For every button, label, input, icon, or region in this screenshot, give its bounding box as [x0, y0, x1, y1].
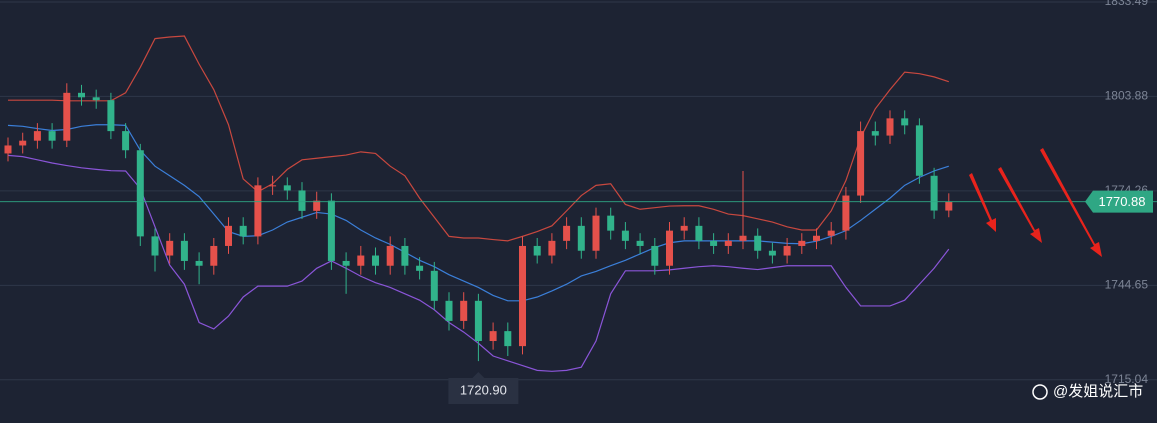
candle-body	[313, 200, 321, 211]
candle-body	[915, 125, 923, 176]
candle-body	[460, 300, 468, 321]
candle-body	[386, 245, 394, 266]
arrow	[1040, 148, 1102, 257]
candle-body	[827, 230, 835, 236]
candle-body	[180, 240, 188, 261]
candle-body	[533, 245, 541, 256]
candle-body	[445, 300, 453, 321]
band-line	[7, 124, 949, 302]
candle-body	[901, 118, 909, 126]
y-tick-label: 1744.65	[1105, 278, 1149, 292]
candle-body	[842, 195, 850, 231]
candle-body	[680, 225, 688, 231]
candle-body	[19, 140, 27, 146]
candle-body	[48, 131, 56, 141]
candle-body	[666, 230, 673, 266]
candle-body	[298, 190, 306, 211]
candle-body	[577, 225, 585, 251]
low-marker-box	[448, 372, 519, 404]
candle-body	[754, 235, 762, 251]
last-price-label: 1770.88	[1099, 194, 1146, 209]
candle-body	[651, 245, 659, 266]
candle-body	[283, 185, 291, 191]
candle-body	[695, 225, 703, 241]
candle-body	[548, 240, 556, 256]
watermark-icon	[1032, 384, 1048, 400]
candle-body	[768, 250, 776, 256]
candle-body	[930, 175, 938, 211]
candle-body	[563, 225, 571, 241]
candle-body	[78, 92, 85, 98]
y-tick-label: 1715.04	[1105, 372, 1149, 386]
candle-body	[724, 240, 732, 246]
candle-body	[857, 131, 865, 196]
candle-body	[813, 235, 820, 241]
candle-body	[710, 240, 718, 246]
candle-body	[166, 240, 174, 256]
last-price-tag	[1085, 190, 1153, 213]
candle-body	[871, 131, 879, 136]
candle-body	[225, 225, 232, 246]
candle-body	[430, 270, 438, 301]
candle-body	[107, 100, 115, 132]
candle-body	[519, 245, 526, 347]
candle-body	[151, 236, 159, 256]
candle-body	[210, 245, 218, 266]
candle-body	[416, 265, 424, 271]
candle-body	[504, 331, 512, 347]
watermark-text: @发姐说汇市	[1053, 383, 1143, 400]
candle-body	[783, 245, 791, 256]
candle-body	[474, 300, 482, 342]
y-tick-label: 1803.88	[1105, 89, 1149, 103]
candle-body	[372, 255, 379, 266]
candle-body	[4, 145, 12, 154]
band-line	[8, 35, 949, 242]
candle-body	[636, 240, 644, 246]
candle-body	[195, 260, 203, 266]
candle-body	[269, 185, 277, 187]
candle-body	[342, 260, 350, 266]
candle-body	[33, 131, 41, 141]
candle-body	[621, 230, 629, 241]
arrow	[969, 173, 996, 232]
candle-body	[63, 92, 71, 141]
candle-body	[122, 131, 130, 151]
candle-body	[886, 118, 894, 136]
candle-body	[136, 150, 144, 237]
candle-body	[357, 255, 365, 266]
candle-body	[489, 331, 497, 342]
y-tick-label: 1833.49	[1105, 0, 1149, 8]
candle-body	[254, 185, 262, 237]
candle-body	[92, 97, 100, 101]
candle-body	[401, 245, 409, 266]
arrow	[998, 167, 1042, 243]
low-marker-label: 1720.90	[460, 382, 507, 397]
watermark: @发姐说汇市	[1032, 383, 1143, 400]
candle-body	[239, 225, 247, 237]
trend-arrows	[969, 148, 1102, 257]
candle-body	[327, 200, 335, 261]
candle-body	[739, 235, 747, 241]
candle-body	[945, 201, 953, 211]
candle-body	[798, 240, 806, 246]
candle-body	[607, 215, 615, 231]
candle-body	[592, 215, 600, 251]
